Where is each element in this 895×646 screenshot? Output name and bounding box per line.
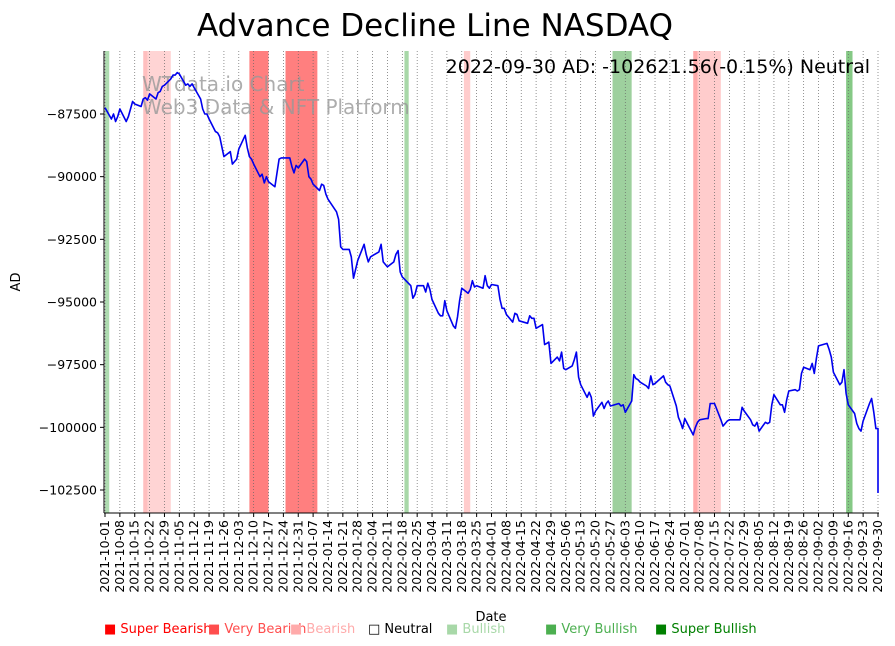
x-tick-label: 2021-10-08	[112, 520, 127, 593]
x-tick-label: 2022-09-23	[855, 520, 870, 593]
x-tick-label: 2022-07-01	[677, 520, 692, 593]
x-tick-label: 2022-07-15	[706, 520, 721, 593]
y-tick-label: −95000	[47, 295, 97, 310]
x-tick-label: 2022-03-11	[439, 520, 454, 593]
x-tick-label: 2021-10-15	[127, 520, 142, 593]
x-tick-label: 2022-05-13	[573, 520, 588, 593]
x-tick-label: 2021-12-10	[246, 520, 261, 593]
x-tick-label: 2022-08-12	[766, 520, 781, 593]
chart-title: Advance Decline Line NASDAQ	[197, 8, 673, 44]
x-tick-label: 2021-10-22	[142, 520, 157, 593]
x-tick-label: 2022-09-30	[870, 520, 885, 593]
legend-item-super-bearish: ■ Super Bearish	[104, 622, 212, 637]
x-tick-label: 2022-08-19	[781, 520, 796, 593]
x-tick-label: 2022-07-29	[736, 520, 751, 593]
x-tick-label: 2022-01-07	[305, 520, 320, 593]
watermark-line-1: WTdata.io Chart	[142, 72, 305, 96]
x-tick-label: 2022-04-08	[498, 520, 513, 593]
x-tick-label: 2022-03-25	[469, 520, 484, 593]
x-tick-label: 2022-08-05	[751, 520, 766, 593]
y-tick-label: −87500	[47, 107, 97, 122]
y-ticks: −87500 −90000 −92500 −95000 −97500 −100000 −10…	[39, 107, 104, 498]
latest-value-annotation: 2022-09-30 AD: -102621.56(-0.15%) Neutra…	[446, 56, 870, 78]
region-bearish	[697, 51, 721, 513]
x-tick-label: 2021-11-05	[171, 520, 186, 593]
y-axis-label: AD	[9, 273, 24, 292]
y-tick-label: −100000	[39, 420, 97, 435]
y-tick-label: −92500	[47, 232, 97, 247]
x-tick-label: 2022-08-26	[796, 520, 811, 593]
legend-item-neutral: □ Neutral	[368, 622, 432, 637]
x-tick-label: 2021-11-12	[186, 520, 201, 593]
region-bearish	[693, 51, 698, 513]
x-tick-label: 2022-02-04	[365, 520, 380, 593]
region-bearish	[147, 51, 171, 513]
x-tick-label: 2022-03-18	[454, 520, 469, 593]
x-ticks: 2021-10-01 2021-10-08 2021-10-15 2021-10-22…	[97, 513, 885, 593]
x-tick-label: 2021-11-19	[201, 520, 216, 593]
y-tick-label: −90000	[47, 169, 97, 184]
x-tick-label: 2022-09-09	[825, 520, 840, 593]
x-tick-label: 2022-05-27	[602, 520, 617, 593]
legend: ■ Super Bearish■ Very Bearish■ Bearish □ …	[104, 622, 757, 637]
x-tick-label: 2022-07-08	[692, 520, 707, 593]
x-tick-label: 2022-04-29	[543, 520, 558, 593]
region-bearish	[143, 51, 148, 513]
x-tick-label: 2021-12-03	[231, 520, 246, 593]
legend-item-very-bearish: ■ Very Bearish	[208, 622, 306, 637]
x-tick-label: 2021-12-17	[261, 520, 276, 593]
region-very-bullish	[612, 51, 632, 513]
x-tick-label: 2021-12-31	[290, 520, 305, 593]
x-axis-label: Date	[475, 610, 506, 625]
y-tick-label: −97500	[47, 357, 97, 372]
x-tick-label: 2022-02-25	[409, 520, 424, 593]
x-tick-label: 2022-06-03	[617, 520, 632, 593]
x-tick-label: 2022-09-16	[840, 520, 855, 593]
legend-item-very-bullish: ■ Very Bullish	[545, 622, 637, 637]
legend-item-bullish: ■ Bullish	[446, 622, 505, 637]
region-very-bullish	[105, 51, 110, 513]
x-tick-label: 2022-04-22	[528, 520, 543, 593]
x-tick-label: 2022-03-04	[424, 520, 439, 593]
x-tick-label: 2021-11-26	[216, 520, 231, 593]
x-tick-label: 2021-12-24	[275, 520, 290, 593]
x-tick-label: 2021-10-01	[97, 520, 112, 593]
x-tick-label: 2022-06-10	[632, 520, 647, 593]
x-tick-label: 2022-09-02	[811, 520, 826, 593]
shaded-regions	[105, 51, 853, 513]
x-tick-label: 2022-05-06	[558, 520, 573, 593]
x-tick-label: 2022-06-24	[662, 520, 677, 593]
x-tick-label: 2022-07-22	[721, 520, 736, 593]
region-very-bearish	[249, 51, 269, 513]
x-tick-label: 2022-04-15	[513, 520, 528, 593]
region-very-bearish	[285, 51, 318, 513]
x-tick-label: 2022-01-14	[320, 520, 335, 593]
x-gridlines	[104, 51, 879, 513]
y-tick-label: −102500	[39, 483, 97, 498]
watermark-line-2: Web3 Data & NFT Platform	[142, 95, 410, 119]
x-tick-label: 2022-06-17	[647, 520, 662, 593]
x-tick-label: 2022-02-18	[394, 520, 409, 593]
x-tick-label: 2022-01-21	[335, 520, 350, 593]
x-tick-label: 2022-05-20	[588, 520, 603, 593]
x-tick-label: 2021-10-29	[156, 520, 171, 593]
legend-item-bearish: ■ Bearish	[290, 622, 355, 637]
x-tick-label: 2022-04-01	[484, 520, 499, 593]
ad-series-line	[104, 71, 879, 493]
watermark: WTdata.io Chart Web3 Data & NFT Platform	[142, 72, 410, 119]
legend-item-super-bullish: ■ Super Bullish	[655, 622, 757, 637]
region-very-bullish	[846, 51, 853, 513]
x-tick-label: 2022-01-28	[350, 520, 365, 593]
x-tick-label: 2022-02-11	[379, 520, 394, 593]
region-bearish	[463, 51, 471, 513]
